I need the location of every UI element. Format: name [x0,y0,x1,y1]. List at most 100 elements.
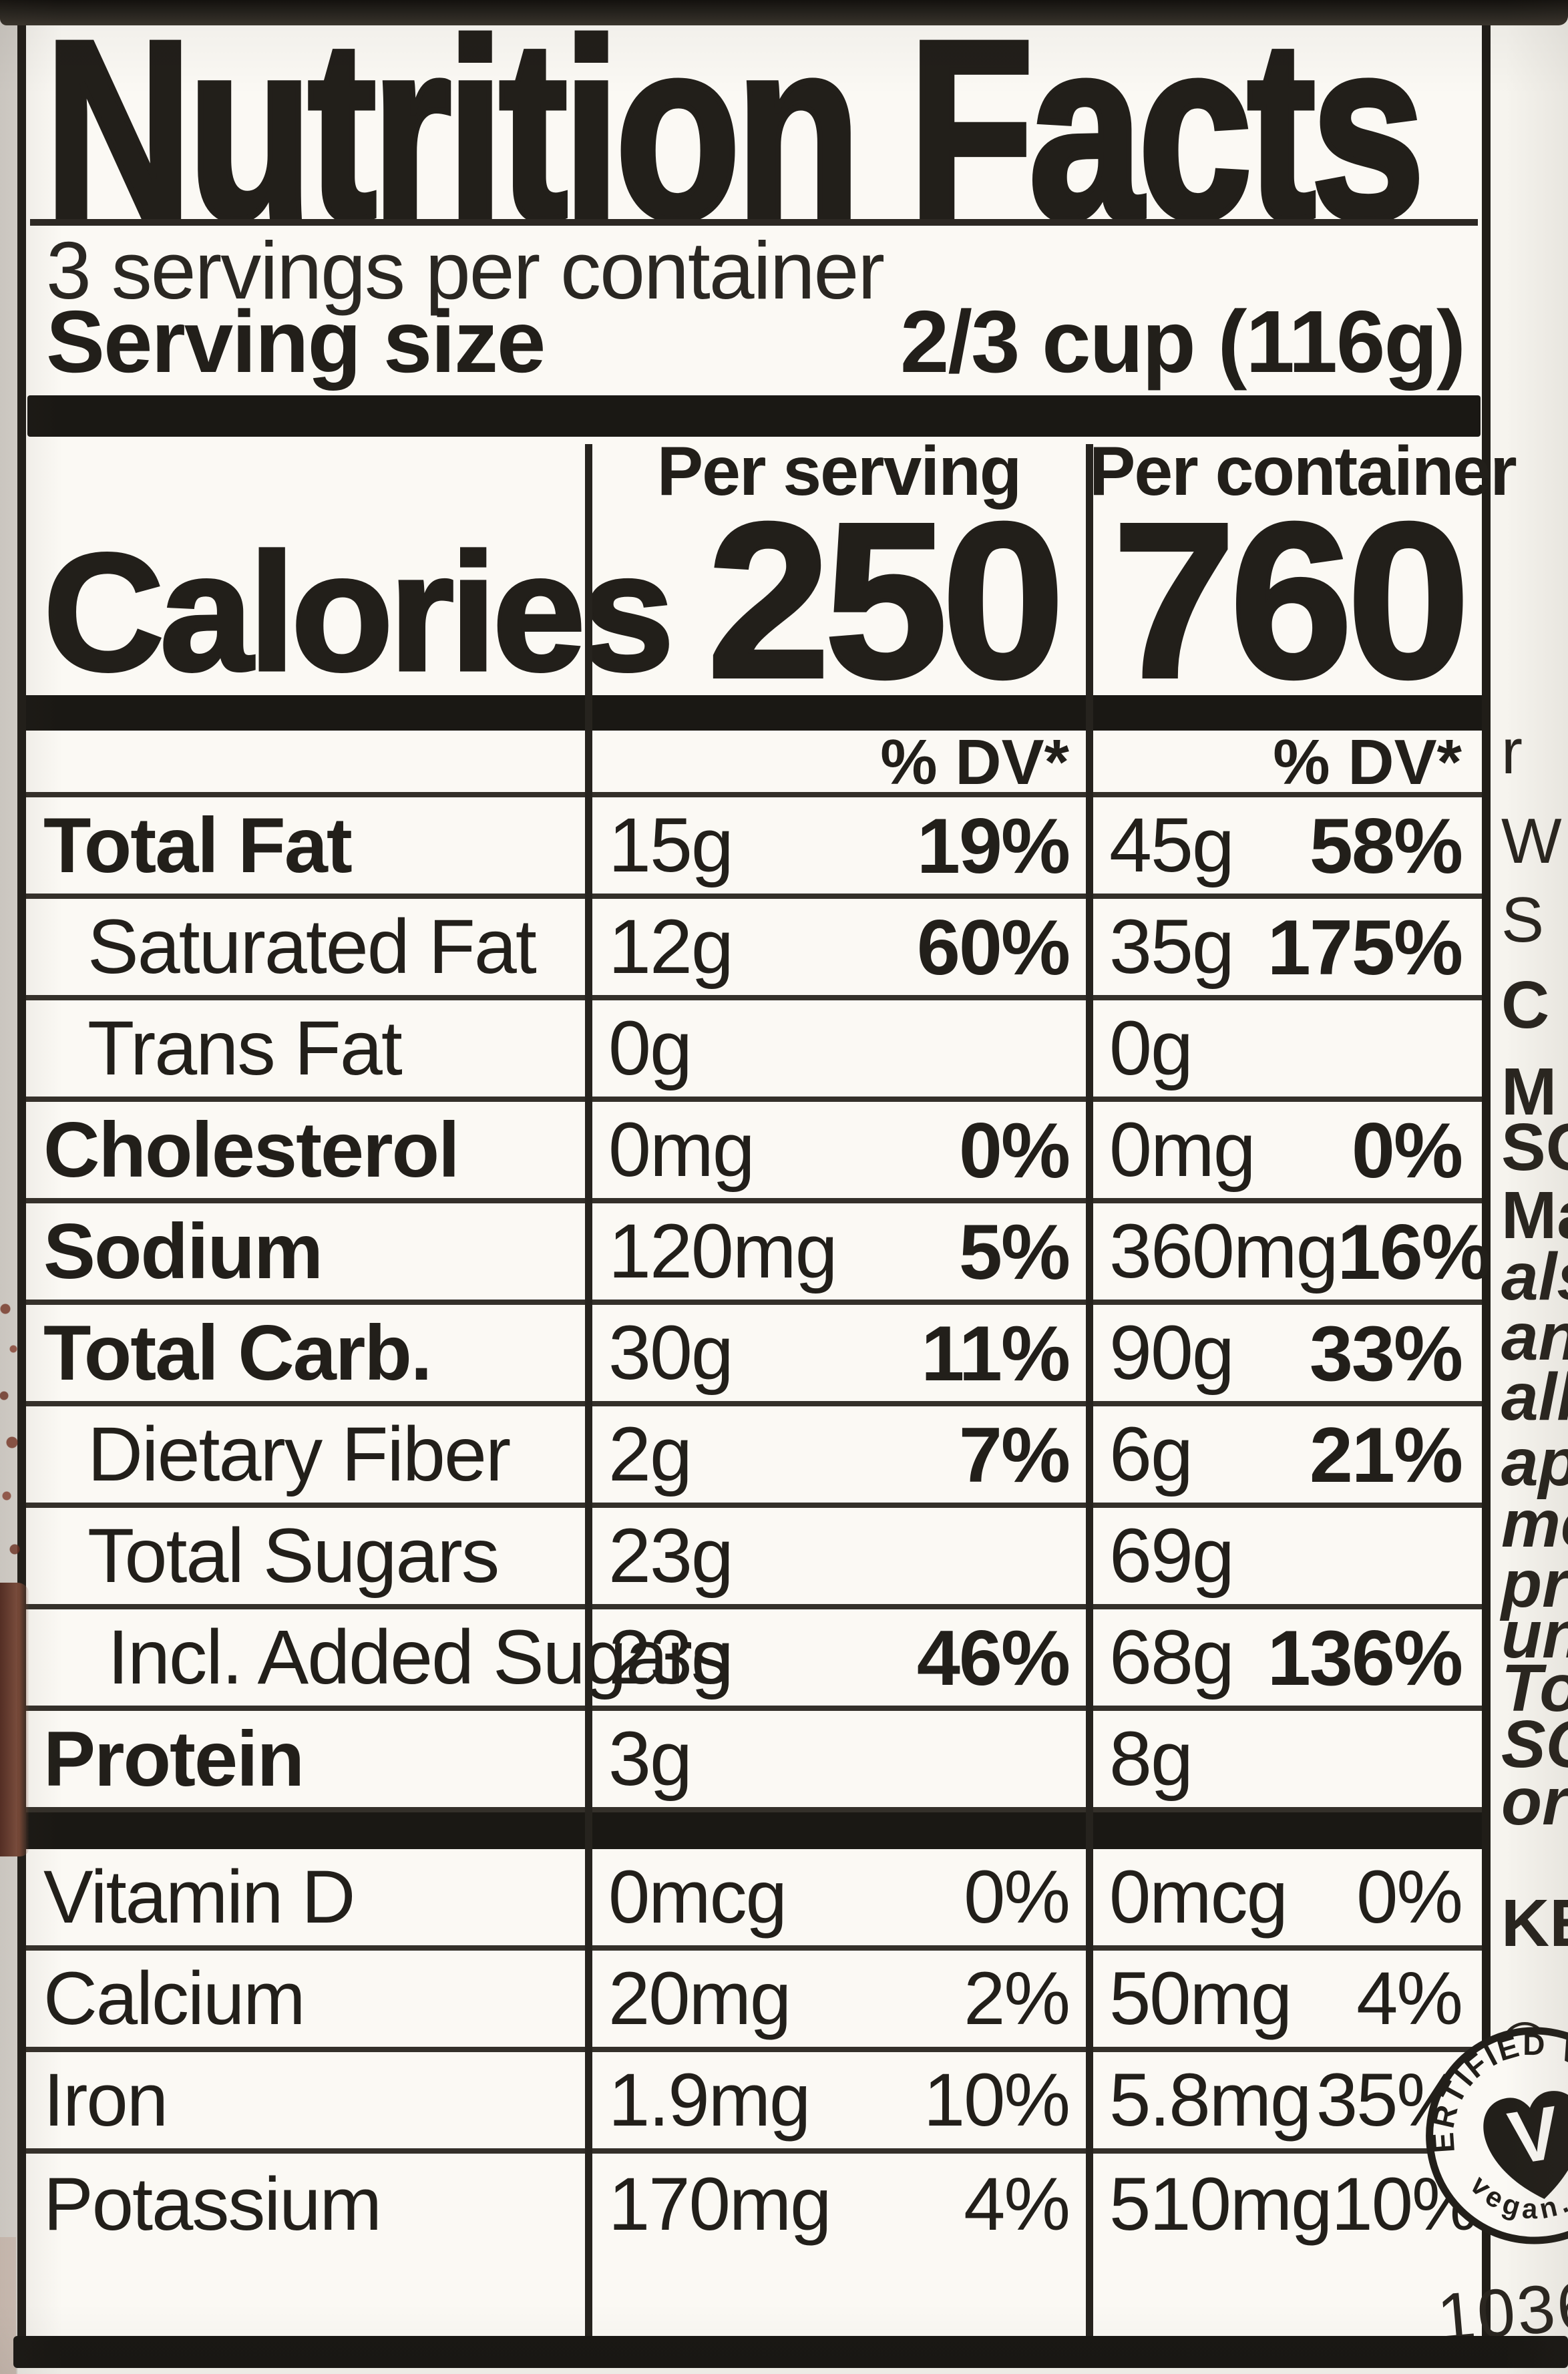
per-container-dv: 35% [1316,2058,1463,2142]
per-serving-cell: 15g 19% [588,807,1089,885]
per-container-amount: 68g [1109,1614,1235,1700]
per-container-dv: 21% [1309,1410,1463,1499]
per-serving-amount: 170mg [608,2162,831,2246]
side-text-fragment: W [1501,805,1562,877]
per-serving-amount: 2g [608,1411,693,1497]
nutrient-name: Saturated Fat [87,904,537,990]
side-text-fragment: M [1501,1054,1557,1129]
nutrient-name: Potassium [43,2162,382,2246]
column-divider-2 [1086,444,1093,2336]
per-serving-dv: 0% [964,1855,1070,1939]
nutrient-name: Dietary Fiber [87,1411,511,1497]
table-row: Dietary Fiber 2g 7% 6g 21% [26,1406,1482,1508]
nutrient-name: Cholesterol [43,1106,460,1193]
side-text-fragment: alle [1501,1360,1568,1434]
table-row: Calcium 20mg 2% 50mg 4% [26,1951,1482,2052]
side-text-fragment: Ma [1501,1178,1568,1253]
side-text-fragment: or call [1501,1764,1568,1839]
per-container-amount: 35g [1109,904,1235,990]
per-container-cell: 69g [1089,1517,1482,1595]
per-container-cell: 35g 175% [1089,908,1482,986]
serving-size-row: Serving size 2/3 cup (116g) [26,287,1482,395]
per-serving-dv: 10% [923,2058,1070,2142]
per-container-amount: 50mg [1109,1957,1292,2040]
dv-header-per-container: % DV* [1273,727,1462,798]
per-serving-cell: 3g [588,1716,1089,1802]
nutrient-name: Vitamin D [43,1855,355,1939]
per-container-cell: 6g 21% [1089,1416,1482,1494]
per-serving-amount: 0mg [608,1107,755,1193]
calories-per-serving: 250 [705,477,1066,724]
calories-row: Calories 250 760 [26,477,1482,724]
serving-size-value: 2/3 cup (116g) [900,292,1466,391]
side-text-fragment: als [1501,1239,1568,1314]
photo-artifact-speckle [0,1289,24,1576]
photo-left-edge [0,0,17,2374]
vitamin-rows: Vitamin D 0mcg 0% 0mcg 0% Calcium 20mg [26,1849,1482,2255]
per-serving-cell: 30g 11% [588,1314,1089,1392]
nutrient-name: Total Sugars [87,1513,500,1599]
nutrient-name: Trans Fat [87,1005,403,1091]
per-serving-dv: 2% [964,1957,1070,2040]
per-serving-dv: 4% [964,2162,1070,2246]
per-serving-header: Per serving [656,433,1022,510]
daily-value-header-row: % DV* % DV* [26,731,1482,797]
per-container-cell: 0mg 0% [1089,1111,1482,1189]
dv-header-per-serving: % DV* [880,727,1069,798]
per-serving-dv: 46% [916,1613,1070,1702]
per-container-cell: 360mg 16% [1089,1208,1491,1294]
per-serving-cell: 23g [588,1513,1089,1599]
per-serving-amount: 23g [608,1614,734,1700]
column-headers-row: Per serving Per container [26,433,1517,510]
nutrient-name: Calcium [43,1957,306,2040]
side-text-fragment: r [1501,716,1523,787]
per-serving-amount: 12g [608,904,734,990]
table-row: Total Carb. 30g 11% 90g 33% [26,1305,1482,1406]
per-container-cell: 0g [1089,1010,1482,1087]
per-serving-cell: 12g 60% [588,908,1089,986]
side-text-fragment: C [1501,968,1550,1042]
nutrient-rows: Total Fat 15g 19% 45g 58% Saturated Fat … [26,797,1491,1812]
per-container-dv: 58% [1309,801,1463,889]
per-serving-cell: 170mg 4% [588,2167,1089,2242]
vegan-v-icon: V [1503,2090,1565,2180]
per-container-dv: 4% [1356,1957,1463,2040]
per-container-dv: 0% [1356,1855,1463,1939]
per-container-amount: 5.8mg [1109,2058,1312,2142]
nutrient-name: Iron [43,2058,168,2142]
thick-separator-top [27,395,1481,437]
table-row: Incl. Added Sugars 23g 46% 68g 136% [26,1609,1482,1711]
per-serving-dv: 11% [921,1309,1070,1397]
heart-icon [1483,2091,1568,2199]
table-row: Total Sugars 23g 69g [26,1508,1482,1609]
per-container-cell: 90g 33% [1089,1314,1482,1392]
per-serving-cell: 20mg 2% [588,1961,1089,2036]
per-container-cell: 5.8mg 35% [1089,2063,1482,2138]
side-text-fragment: S [1501,884,1545,956]
side-text-fragment: KEEP [1501,1886,1568,1961]
per-container-header: Per container [1089,433,1517,510]
per-serving-dv: 60% [916,903,1070,991]
per-serving-cell: 23g 46% [588,1619,1089,1697]
per-container-amount: 360mg [1109,1208,1339,1294]
per-serving-dv: 19% [916,801,1070,889]
servings-per-container: 3 servings per container [46,225,885,316]
per-container-amount: 8g [1109,1716,1193,1802]
per-serving-amount: 0g [608,1005,693,1091]
per-container-amount: 0g [1109,1005,1193,1091]
per-serving-cell: 2g 7% [588,1416,1089,1494]
per-container-cell: 8g [1089,1716,1482,1802]
table-row: Cholesterol 0mg 0% 0mg 0% [26,1102,1482,1203]
per-container-amount: 0mg [1109,1107,1256,1193]
title-rule [30,219,1478,226]
side-text-fragment: SO [1501,1110,1568,1185]
calories-label: Calories [42,518,676,705]
label-title-text: Nutrition Facts [45,29,1420,230]
label-bottom-border [13,2336,1568,2368]
per-container-cell: 0mcg 0% [1089,1860,1482,1935]
per-serving-amount: 3g [608,1716,693,1802]
per-serving-amount: 23g [608,1513,734,1599]
per-serving-cell: 0mcg 0% [588,1860,1089,1935]
photo-artifact-red [0,1583,29,1856]
